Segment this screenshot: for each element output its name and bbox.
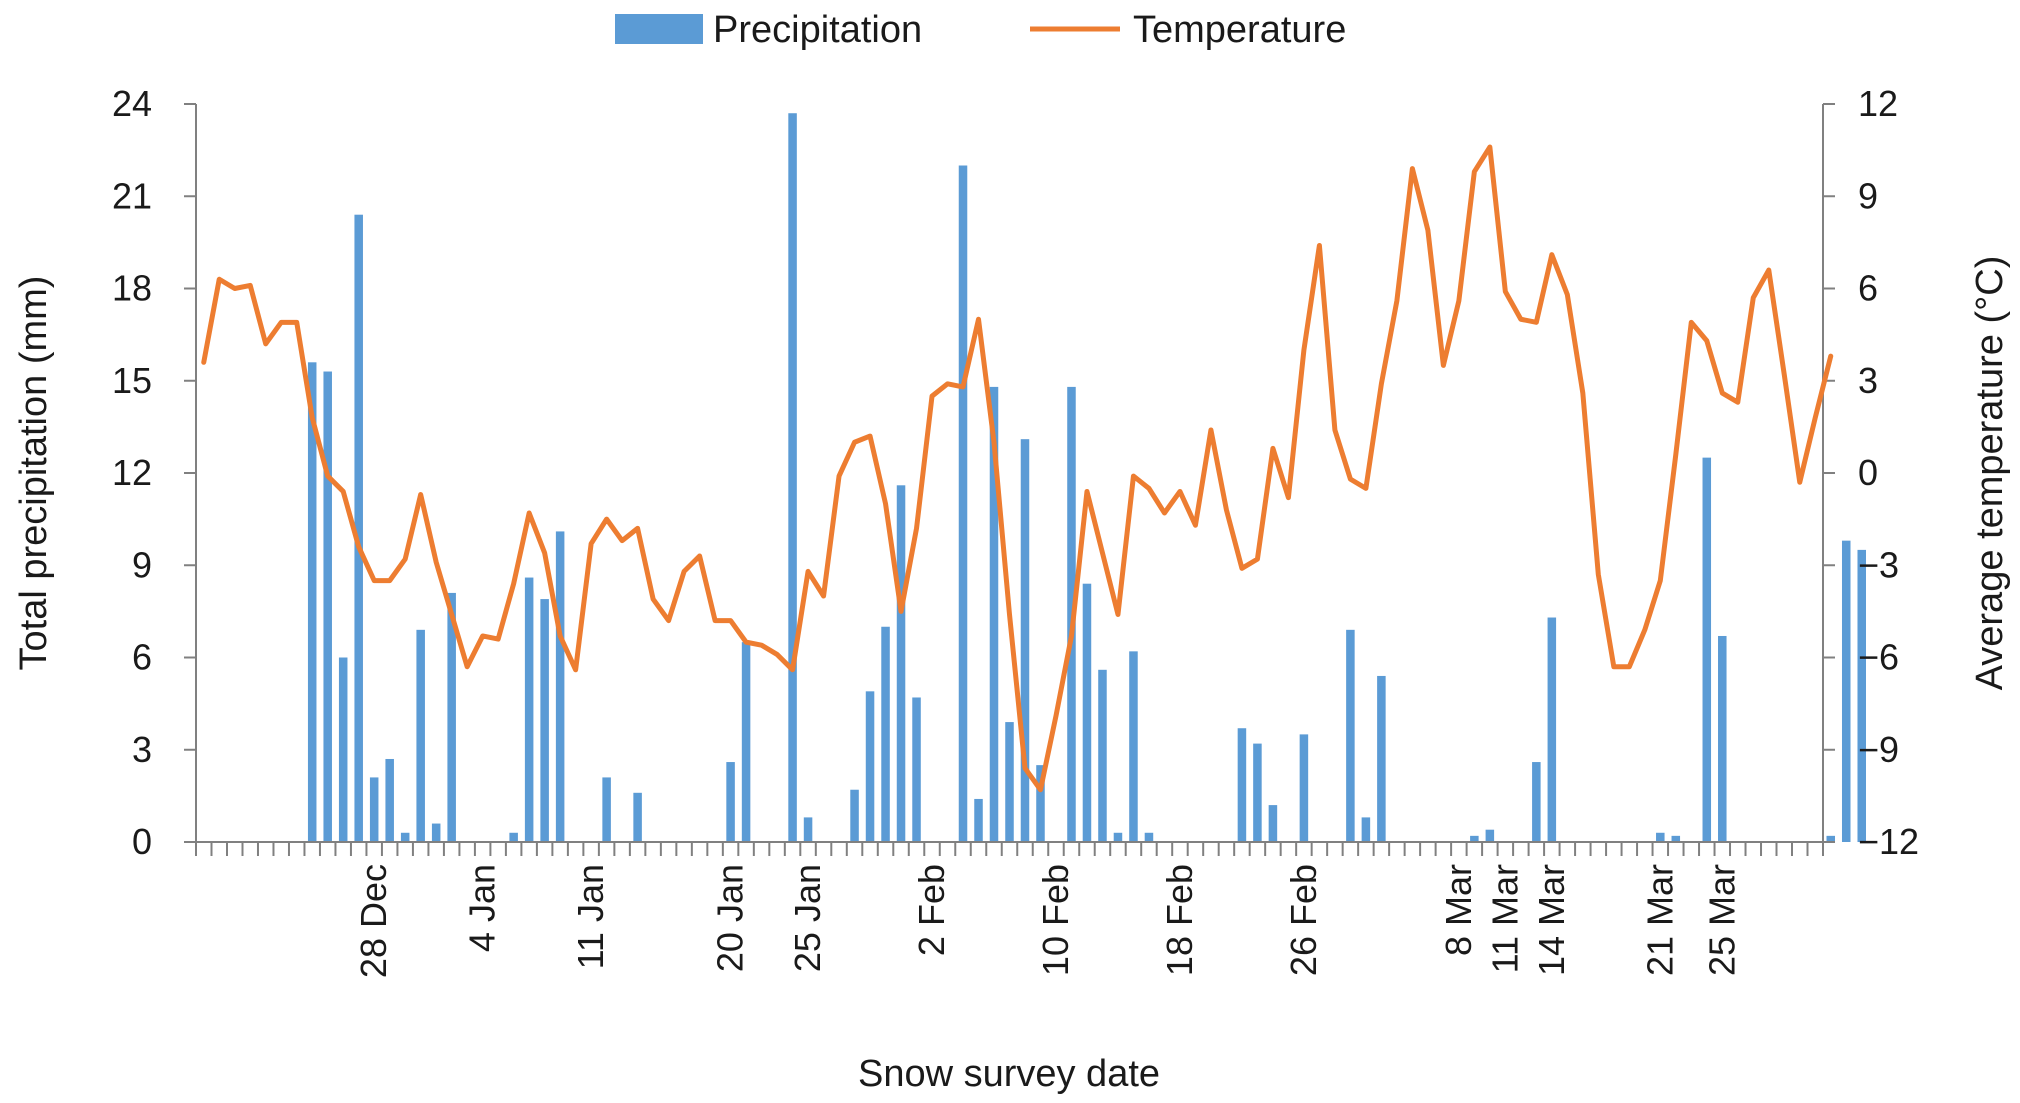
precipitation-bar bbox=[1857, 549, 1866, 843]
y-right-tick-label: 12 bbox=[1858, 83, 1898, 124]
precipitation-bar bbox=[400, 832, 410, 842]
y-right-tick-label: −12 bbox=[1858, 821, 1919, 862]
y-right-tick-label: −3 bbox=[1858, 544, 1899, 585]
precipitation-bar bbox=[1671, 835, 1681, 842]
x-date-label: 14 Mar bbox=[1531, 864, 1572, 976]
precipitation-bar bbox=[369, 777, 379, 842]
precipitation-bar bbox=[896, 485, 906, 842]
x-date-label: 2 Feb bbox=[911, 864, 952, 956]
precipitation-bar bbox=[1485, 829, 1495, 842]
legend-label-precipitation: Precipitation bbox=[713, 9, 922, 51]
y-right-tick-label: 6 bbox=[1858, 268, 1878, 309]
precipitation-bar bbox=[1144, 832, 1154, 842]
y-left-tick-label: 18 bbox=[112, 268, 152, 309]
y-right-axis-title: Average temperature (°C) bbox=[1969, 256, 2011, 691]
precipitation-bar bbox=[354, 214, 363, 842]
x-date-label: 11 Jan bbox=[570, 864, 611, 969]
x-axis-title: Snow survey date bbox=[858, 1053, 1160, 1095]
y-right-tick-label: 9 bbox=[1858, 175, 1878, 216]
precipitation-bar bbox=[865, 691, 875, 842]
precipitation-bar bbox=[1547, 617, 1557, 842]
x-date-label: 25 Mar bbox=[1701, 864, 1742, 976]
legend: Precipitation Temperature bbox=[615, 9, 1346, 51]
precipitation-bar bbox=[1082, 583, 1092, 842]
x-date-label: 18 Feb bbox=[1159, 864, 1200, 976]
precipitation-bar bbox=[555, 531, 565, 842]
precipitation-bar bbox=[431, 823, 441, 842]
precipitation-bar bbox=[1253, 743, 1262, 842]
y-left-tick-label: 0 bbox=[132, 821, 152, 862]
precipitation-bar bbox=[447, 592, 456, 842]
x-date-label: 8 Mar bbox=[1438, 864, 1479, 956]
y-right-tick-label: −6 bbox=[1858, 637, 1899, 678]
precipitation-bar bbox=[1036, 765, 1045, 843]
precipitation-bar bbox=[1656, 832, 1665, 842]
y-left-tick-label: 3 bbox=[132, 729, 152, 770]
x-date-label: 25 Jan bbox=[787, 864, 828, 972]
legend-swatch-precipitation bbox=[615, 14, 703, 44]
precipitation-bar bbox=[788, 113, 797, 843]
x-date-label: 26 Feb bbox=[1283, 864, 1324, 976]
precipitation-bar bbox=[912, 697, 921, 842]
line-layer bbox=[201, 144, 1834, 793]
precipitation-bar bbox=[1129, 651, 1138, 842]
precipitation-bar bbox=[1098, 669, 1107, 842]
x-date-label: 20 Jan bbox=[710, 864, 751, 972]
x-date-label: 4 Jan bbox=[462, 864, 503, 952]
precipitation-bar bbox=[524, 577, 534, 842]
precipitation-bar bbox=[509, 832, 518, 842]
precipitation-bar bbox=[1470, 835, 1479, 842]
precipitation-bar bbox=[1361, 817, 1371, 842]
precipitation-bar bbox=[1299, 734, 1309, 843]
precipitation-bar bbox=[741, 642, 751, 843]
y-right-tick-label: 3 bbox=[1858, 360, 1878, 401]
y-left-tick-label: 9 bbox=[132, 544, 152, 585]
x-date-label: 28 Dec bbox=[353, 864, 394, 978]
precipitation-bar bbox=[881, 626, 890, 842]
precipitation-bar bbox=[602, 777, 611, 842]
precipitation-bar bbox=[385, 758, 394, 842]
x-date-label: 11 Mar bbox=[1484, 864, 1525, 973]
precipitation-bar bbox=[1702, 457, 1712, 843]
precipitation-bar bbox=[540, 599, 549, 842]
legend-label-temperature: Temperature bbox=[1133, 9, 1346, 51]
y-left-axis-title: Total precipitation (mm) bbox=[13, 276, 55, 671]
x-date-label: 10 Feb bbox=[1035, 864, 1076, 976]
y-left-tick-label: 21 bbox=[112, 175, 152, 216]
y-left-tick-label: 6 bbox=[132, 637, 152, 678]
ticks-layer bbox=[184, 103, 1835, 856]
precipitation-bar bbox=[726, 762, 735, 842]
precipitation-bar bbox=[1113, 832, 1123, 842]
precipitation-bar bbox=[974, 798, 983, 842]
y-left-tick-label: 15 bbox=[112, 360, 152, 401]
precipitation-bar bbox=[1377, 675, 1386, 842]
precipitation-bar bbox=[1841, 540, 1851, 842]
precipitation-bar bbox=[338, 657, 348, 842]
precipitation-bar bbox=[307, 362, 317, 842]
precipitation-bar bbox=[958, 165, 968, 842]
precipitation-bar bbox=[1005, 722, 1014, 842]
y-right-tick-label: 0 bbox=[1858, 452, 1878, 493]
precipitation-bar bbox=[1268, 805, 1278, 842]
precipitation-bar bbox=[1826, 835, 1836, 842]
precipitation-bar bbox=[850, 789, 859, 842]
labels-layer: 0 −12 3 −9 6 −6 9 −3 12 0 15 3 18 6 21 9 24 12 28 Dec 4 Jan… bbox=[112, 83, 1919, 978]
precipitation-bar bbox=[1346, 629, 1355, 842]
precipitation-bar bbox=[989, 386, 999, 842]
bars-layer bbox=[307, 113, 1866, 843]
precipitation-bar bbox=[416, 629, 425, 842]
y-left-tick-label: 24 bbox=[112, 83, 152, 124]
y-left-tick-label: 12 bbox=[112, 452, 152, 493]
precipitation-bar bbox=[1237, 728, 1247, 842]
precipitation-bar bbox=[1020, 439, 1030, 842]
precipitation-bar bbox=[1532, 762, 1541, 842]
x-date-label: 21 Mar bbox=[1639, 864, 1680, 976]
y-right-tick-label: −9 bbox=[1858, 729, 1899, 770]
temperature-series-line bbox=[201, 144, 1834, 793]
precipitation-bar bbox=[633, 792, 642, 842]
precipitation-bar bbox=[1718, 635, 1727, 842]
precipitation-bar bbox=[803, 817, 813, 842]
precipitation-bar bbox=[323, 371, 332, 842]
